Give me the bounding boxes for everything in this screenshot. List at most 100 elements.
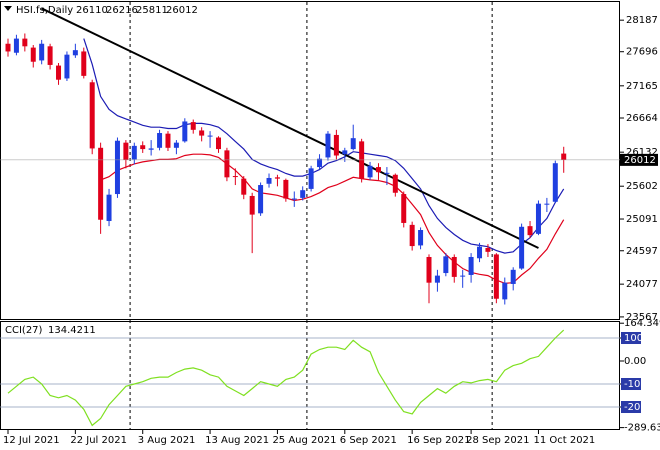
y-tick-label: 25602	[626, 181, 658, 192]
candle-body	[502, 282, 508, 300]
high-value: 26216	[106, 5, 138, 16]
x-tick-label: 11 Oct 2021	[533, 435, 595, 446]
y-tick-label: 26664	[626, 113, 658, 124]
candle-body	[477, 246, 483, 259]
candle-body	[173, 142, 179, 148]
candle-body	[544, 203, 550, 205]
x-tick-label: 13 Aug 2021	[205, 435, 269, 446]
candle-body	[131, 145, 137, 160]
candle-body	[317, 158, 323, 168]
candle-body	[392, 174, 398, 193]
last-price-box	[620, 153, 658, 166]
envelope-line	[100, 153, 565, 284]
candle-body	[561, 153, 567, 160]
candle-body	[22, 38, 28, 47]
candle-body	[342, 150, 348, 155]
candle-body	[140, 145, 146, 150]
cci-value: 134.4211	[48, 325, 96, 336]
price-panel	[0, 1, 620, 320]
candle-body	[283, 179, 289, 199]
candle-body	[224, 150, 230, 178]
candle-body	[72, 50, 78, 56]
close-value: 26012	[166, 5, 198, 16]
candle-body	[207, 135, 213, 137]
candle-body	[106, 194, 112, 222]
candle-body	[384, 172, 390, 174]
candle-body	[434, 275, 440, 283]
candle-body	[165, 133, 171, 148]
y-tick-label: 100	[624, 333, 643, 344]
candle-body	[182, 121, 188, 142]
candle-body	[5, 43, 11, 52]
x-tick-label: 16 Sep 2021	[407, 435, 470, 446]
candle-body	[114, 140, 120, 195]
candle-body	[401, 194, 407, 223]
candle-body	[47, 46, 53, 65]
candle-body	[409, 224, 415, 247]
trend-line	[41, 7, 539, 249]
y-tick-label: 28187	[626, 15, 658, 26]
candle-body	[460, 275, 466, 277]
y-tick-label: 27696	[626, 47, 658, 58]
candle-body	[13, 38, 19, 53]
candle-body	[443, 256, 449, 274]
candle-body	[266, 177, 272, 184]
candle-body	[300, 190, 306, 198]
candle-body	[216, 137, 221, 150]
candle-body	[426, 256, 432, 283]
candle-body	[258, 185, 264, 214]
candle-body	[81, 51, 87, 76]
candle-body	[451, 256, 457, 277]
candle-body	[30, 47, 36, 62]
candle-body	[308, 168, 314, 189]
last-price-label: 26012	[624, 155, 656, 166]
candle-body	[249, 195, 255, 215]
candle-body	[535, 203, 541, 234]
x-tick-label: 28 Sep 2021	[466, 435, 529, 446]
candle-body	[274, 177, 280, 179]
y-tick-label: 164.3496	[624, 318, 660, 329]
cci-panel	[0, 321, 620, 430]
level-box	[621, 378, 641, 391]
x-tick-label: 25 Aug 2021	[272, 435, 336, 446]
candle-body	[333, 134, 339, 156]
candle-body	[190, 122, 196, 130]
open-value: 26110	[76, 5, 108, 16]
envelope-line	[83, 38, 565, 254]
candle-body	[56, 65, 62, 80]
x-tick-label: 22 Jul 2021	[70, 435, 127, 446]
candle-body	[241, 178, 247, 195]
y-tick-label: 24597	[626, 246, 658, 257]
x-tick-label: 3 Aug 2021	[138, 435, 196, 446]
x-tick-label: 6 Sep 2021	[340, 435, 397, 446]
candle-body	[375, 167, 381, 173]
candle-body	[468, 256, 474, 275]
candle-body	[325, 133, 331, 158]
y-tick-label: 27165	[626, 81, 658, 92]
candle-body	[123, 142, 129, 160]
candle-body	[552, 163, 558, 202]
candle-body	[350, 138, 356, 150]
cci-line	[7, 329, 565, 427]
level-box	[621, 401, 641, 414]
candle-body	[232, 176, 238, 178]
candle-body	[485, 247, 491, 252]
y-tick-label: 0.00	[624, 356, 646, 367]
y-tick-label: 23567	[626, 312, 658, 323]
low-value: 25811	[136, 5, 168, 16]
y-tick-label: -200	[624, 402, 647, 413]
candle-body	[493, 254, 499, 299]
y-tick-label: 24077	[626, 279, 658, 290]
y-tick-label: 25091	[626, 214, 658, 225]
y-tick-label: 26132	[626, 147, 658, 158]
y-tick-label: -100	[624, 379, 647, 390]
candle-body	[510, 269, 516, 284]
header-icon	[4, 6, 12, 11]
candle-body	[39, 43, 45, 61]
candle-body	[199, 130, 205, 136]
candle-body	[98, 147, 104, 220]
candle-body	[148, 148, 154, 150]
level-box	[621, 332, 641, 345]
candle-body	[157, 133, 163, 148]
